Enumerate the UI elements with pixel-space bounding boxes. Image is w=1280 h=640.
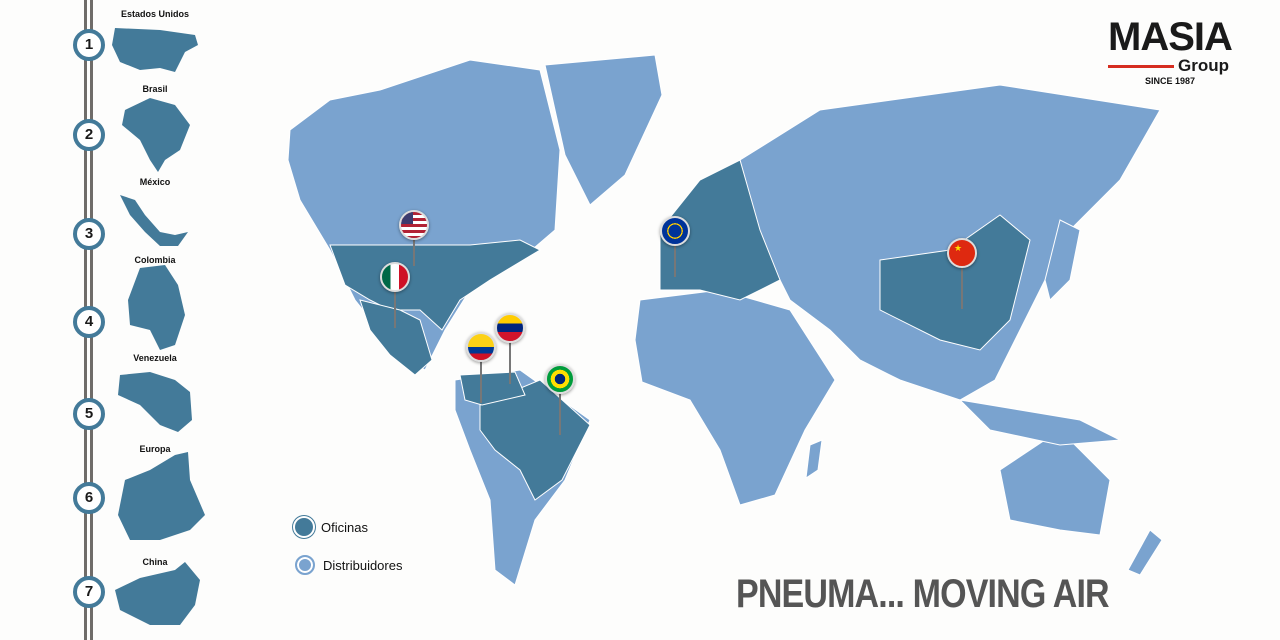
step-2: 2 xyxy=(73,119,105,151)
colombia-flag-icon xyxy=(466,332,496,362)
logo-name: MASIA xyxy=(1108,15,1233,59)
australia xyxy=(999,429,1111,536)
pin-stick-eu xyxy=(674,242,676,277)
pin-stick-brazil xyxy=(559,390,561,435)
japan xyxy=(1044,219,1081,301)
mini-colombia xyxy=(128,265,185,350)
step-1: 1 xyxy=(73,29,105,61)
greenland xyxy=(544,54,663,206)
masia-logo: MASIA Group SINCE 1987 xyxy=(1108,15,1248,86)
brazil-office xyxy=(479,379,591,501)
africa xyxy=(634,289,836,506)
mini-brazil xyxy=(122,98,190,172)
label-usa: Estados Unidos xyxy=(120,9,189,19)
logo-group: Group xyxy=(1178,56,1229,75)
slogan: PNEUMA... MOVING AIR xyxy=(736,572,1110,616)
distributors-swatch xyxy=(295,555,315,575)
eu-flag-icon xyxy=(660,216,690,246)
step-7: 7 xyxy=(73,576,105,608)
colombia-venezuela-office xyxy=(459,371,526,406)
step-5: 5 xyxy=(73,398,105,430)
madagascar xyxy=(805,439,823,480)
china-flag-icon: ★ xyxy=(947,238,977,268)
offices-swatch xyxy=(295,518,313,536)
pin-stick-colombia xyxy=(480,358,482,403)
label-colombia: Colombia xyxy=(134,255,176,265)
pin-stick-china xyxy=(961,264,963,309)
mini-europe xyxy=(118,452,205,540)
mini-mexico xyxy=(120,195,188,246)
mini-usa xyxy=(112,28,198,72)
usa-office xyxy=(329,239,542,331)
pin-stick-mexico xyxy=(394,288,396,328)
mexico-office xyxy=(359,299,433,376)
mini-china xyxy=(115,562,200,625)
pin-stick-venezuela xyxy=(509,339,511,384)
label-venezuela: Venezuela xyxy=(133,353,177,363)
legend-offices: Oficinas xyxy=(295,518,368,536)
new-zealand xyxy=(1127,529,1163,576)
mini-venezuela xyxy=(118,372,192,432)
legend-offices-label: Oficinas xyxy=(321,519,368,535)
label-mexico: México xyxy=(139,177,171,187)
mexico-flag-icon xyxy=(380,262,410,292)
label-china: China xyxy=(142,557,168,567)
indonesia xyxy=(958,399,1122,446)
legend-distributors: Distribuidores xyxy=(295,555,402,575)
label-europe: Europa xyxy=(139,444,171,454)
label-brazil: Brasil xyxy=(142,84,168,94)
europe-office xyxy=(659,159,781,301)
brazil-flag-icon xyxy=(545,364,575,394)
step-6: 6 xyxy=(73,482,105,514)
venezuela-flag-icon xyxy=(495,313,525,343)
logo-red-line xyxy=(1108,64,1174,68)
usa-flag-icon xyxy=(399,210,429,240)
step-3: 3 xyxy=(73,218,105,250)
step-4: 4 xyxy=(73,306,105,338)
legend-distributors-label: Distribuidores xyxy=(323,557,403,573)
pin-stick-usa xyxy=(413,236,415,266)
logo-since: SINCE 1987 xyxy=(1145,76,1196,86)
